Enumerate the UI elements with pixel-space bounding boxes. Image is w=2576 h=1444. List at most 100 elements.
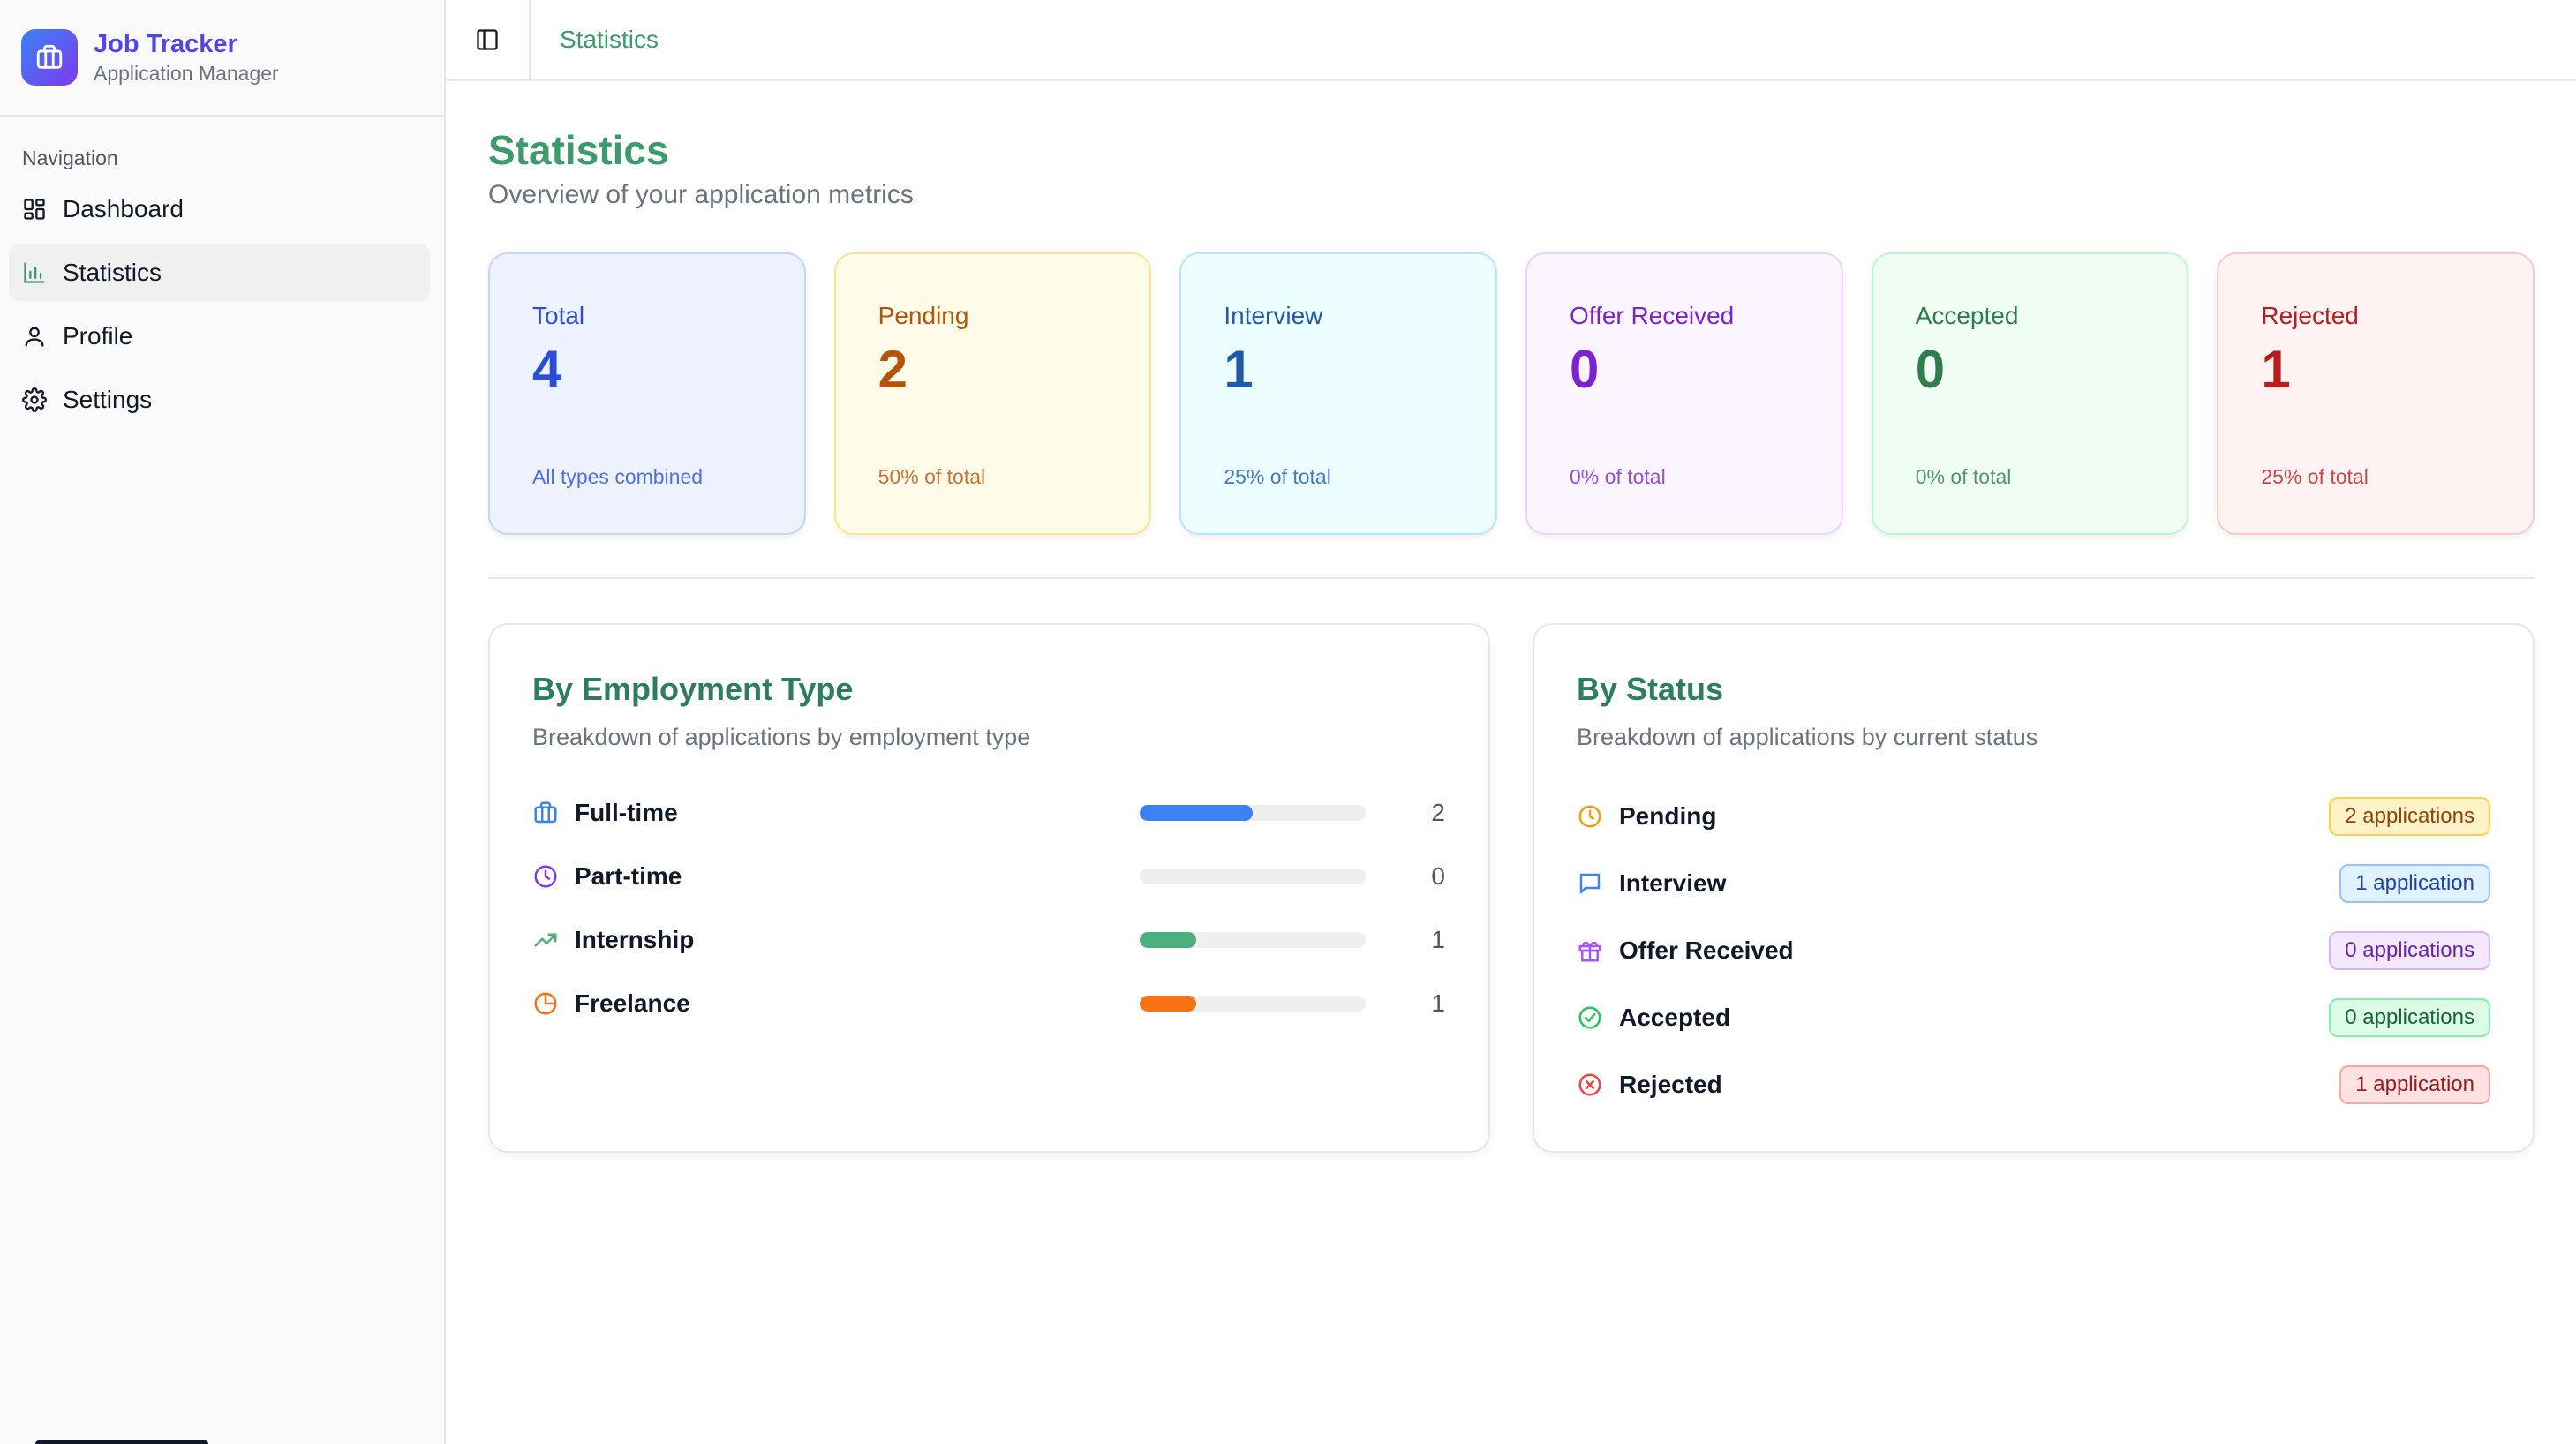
sidebar: Job Tracker Application Manager Navigati… bbox=[0, 0, 446, 1444]
main-content: Statistics Overview of your application … bbox=[488, 81, 2535, 1153]
clock-icon bbox=[534, 865, 557, 888]
employment-row-internship: Internship 1 bbox=[532, 908, 1446, 972]
progress-bar bbox=[1140, 996, 1366, 1012]
sidebar-item-label: Statistics bbox=[63, 259, 162, 286]
employment-count: 0 bbox=[1431, 862, 1445, 890]
stat-cards: Total 4 All types combined Pending 2 50%… bbox=[488, 252, 2535, 535]
employment-count: 2 bbox=[1431, 799, 1445, 826]
stat-card-pending: Pending 2 50% of total bbox=[833, 252, 1152, 535]
stat-value: 0 bbox=[1570, 340, 1600, 399]
stat-note: 50% of total bbox=[877, 465, 986, 488]
stat-value: 4 bbox=[532, 340, 562, 399]
user-icon bbox=[25, 327, 44, 347]
panel-left-icon bbox=[477, 29, 498, 50]
stat-value: 2 bbox=[877, 340, 908, 399]
message-icon bbox=[1579, 873, 1601, 894]
stat-label: Accepted bbox=[1915, 302, 2019, 329]
sidebar-item-dashboard[interactable]: Dashboard bbox=[9, 181, 430, 237]
page-title: Statistics bbox=[488, 127, 669, 173]
progress-bar bbox=[1140, 932, 1366, 948]
grid-icon bbox=[24, 199, 45, 220]
app-title: Job Tracker bbox=[94, 30, 237, 58]
status-label: Interview bbox=[1619, 869, 1727, 897]
employment-count: 1 bbox=[1431, 989, 1445, 1017]
progress-fill bbox=[1140, 996, 1196, 1012]
stat-card-rejected: Rejected 1 25% of total bbox=[2217, 252, 2535, 535]
status-panel: By Status Breakdown of applications by c… bbox=[1533, 623, 2535, 1153]
bar-chart-icon bbox=[24, 262, 45, 283]
top-bar: Statistics bbox=[446, 0, 2576, 81]
panel-subtitle: Breakdown of applications by employment … bbox=[532, 724, 1031, 750]
status-row-rejected: Rejected 1 application bbox=[1577, 1051, 2490, 1118]
employment-type-panel: By Employment Type Breakdown of applicat… bbox=[488, 623, 1490, 1153]
x-circle-icon bbox=[1578, 1073, 1601, 1096]
section-divider bbox=[488, 577, 2535, 579]
stat-card-total: Total 4 All types combined bbox=[488, 252, 806, 535]
stat-note: 25% of total bbox=[2261, 465, 2369, 488]
stat-label: Offer Received bbox=[1570, 302, 1735, 329]
stat-label: Total bbox=[532, 302, 585, 329]
stat-card-offer-received: Offer Received 0 0% of total bbox=[1525, 252, 1843, 535]
pie-chart-icon bbox=[534, 992, 557, 1015]
stat-card-interview: Interview 1 25% of total bbox=[1179, 252, 1498, 535]
status-row-interview: Interview 1 application bbox=[1577, 850, 2490, 917]
stat-label: Pending bbox=[877, 302, 969, 329]
app-subtitle: Application Manager bbox=[94, 62, 279, 85]
status-badge: 0 applications bbox=[2329, 931, 2490, 970]
sidebar-resize-handle[interactable] bbox=[35, 1440, 208, 1444]
panel-subtitle: Breakdown of applications by current sta… bbox=[1577, 724, 2038, 750]
sidebar-item-settings[interactable]: Settings bbox=[9, 372, 430, 428]
employment-type-label: Part-time bbox=[575, 862, 682, 890]
stat-label: Interview bbox=[1224, 302, 1323, 329]
status-badge: 2 applications bbox=[2329, 797, 2490, 836]
brand[interactable]: Job Tracker Application Manager bbox=[0, 0, 444, 117]
gift-icon bbox=[1578, 941, 1601, 962]
stat-value: 1 bbox=[2261, 340, 2291, 399]
sidebar-item-label: Dashboard bbox=[63, 195, 184, 222]
briefcase-icon bbox=[21, 29, 78, 86]
employment-row-freelance: Freelance 1 bbox=[532, 972, 1446, 1035]
progress-bar bbox=[1140, 805, 1366, 821]
status-badge: 1 application bbox=[2339, 864, 2490, 903]
status-label: Offer Received bbox=[1619, 936, 1794, 964]
status-badge: 1 application bbox=[2339, 1065, 2490, 1104]
trending-up-icon bbox=[534, 933, 557, 947]
status-label: Accepted bbox=[1619, 1004, 1731, 1031]
progress-fill bbox=[1140, 932, 1196, 948]
briefcase-icon bbox=[534, 801, 557, 824]
panel-title: By Status bbox=[1577, 671, 1724, 707]
progress-bar bbox=[1140, 869, 1366, 884]
stat-card-accepted: Accepted 0 0% of total bbox=[1871, 252, 2189, 535]
sidebar-item-profile[interactable]: Profile bbox=[9, 308, 430, 365]
stat-label: Rejected bbox=[2261, 302, 2359, 329]
employment-type-label: Freelance bbox=[575, 989, 690, 1017]
status-badge: 0 applications bbox=[2329, 998, 2490, 1037]
stat-note: All types combined bbox=[532, 465, 704, 488]
employment-type-label: Internship bbox=[575, 926, 695, 953]
panel-title: By Employment Type bbox=[532, 671, 854, 707]
sidebar-item-label: Profile bbox=[63, 322, 133, 350]
stat-note: 0% of total bbox=[1915, 465, 2012, 488]
stat-note: 0% of total bbox=[1570, 465, 1666, 488]
employment-count: 1 bbox=[1431, 926, 1445, 953]
employment-row-full-time: Full-time 2 bbox=[532, 781, 1446, 845]
status-row-offer-received: Offer Received 0 applications bbox=[1577, 917, 2490, 984]
nav-section-label: Navigation bbox=[22, 147, 118, 169]
stat-note: 25% of total bbox=[1224, 465, 1331, 488]
breadcrumb[interactable]: Statistics bbox=[560, 26, 659, 53]
gear-icon bbox=[22, 387, 47, 412]
status-label: Pending bbox=[1619, 802, 1717, 830]
stat-value: 1 bbox=[1224, 340, 1254, 399]
sidebar-item-label: Settings bbox=[63, 386, 153, 413]
status-row-accepted: Accepted 0 applications bbox=[1577, 984, 2490, 1051]
check-circle-icon bbox=[1578, 1006, 1601, 1029]
clock-icon bbox=[1578, 805, 1601, 828]
employment-type-label: Full-time bbox=[575, 799, 678, 826]
sidebar-item-statistics[interactable]: Statistics bbox=[9, 244, 430, 301]
page-subtitle: Overview of your application metrics bbox=[488, 180, 914, 209]
sidebar-toggle-button[interactable] bbox=[446, 0, 531, 79]
status-label: Rejected bbox=[1619, 1071, 1722, 1098]
stat-value: 0 bbox=[1915, 340, 1946, 399]
progress-fill bbox=[1140, 805, 1253, 821]
status-row-pending: Pending 2 applications bbox=[1577, 783, 2490, 850]
